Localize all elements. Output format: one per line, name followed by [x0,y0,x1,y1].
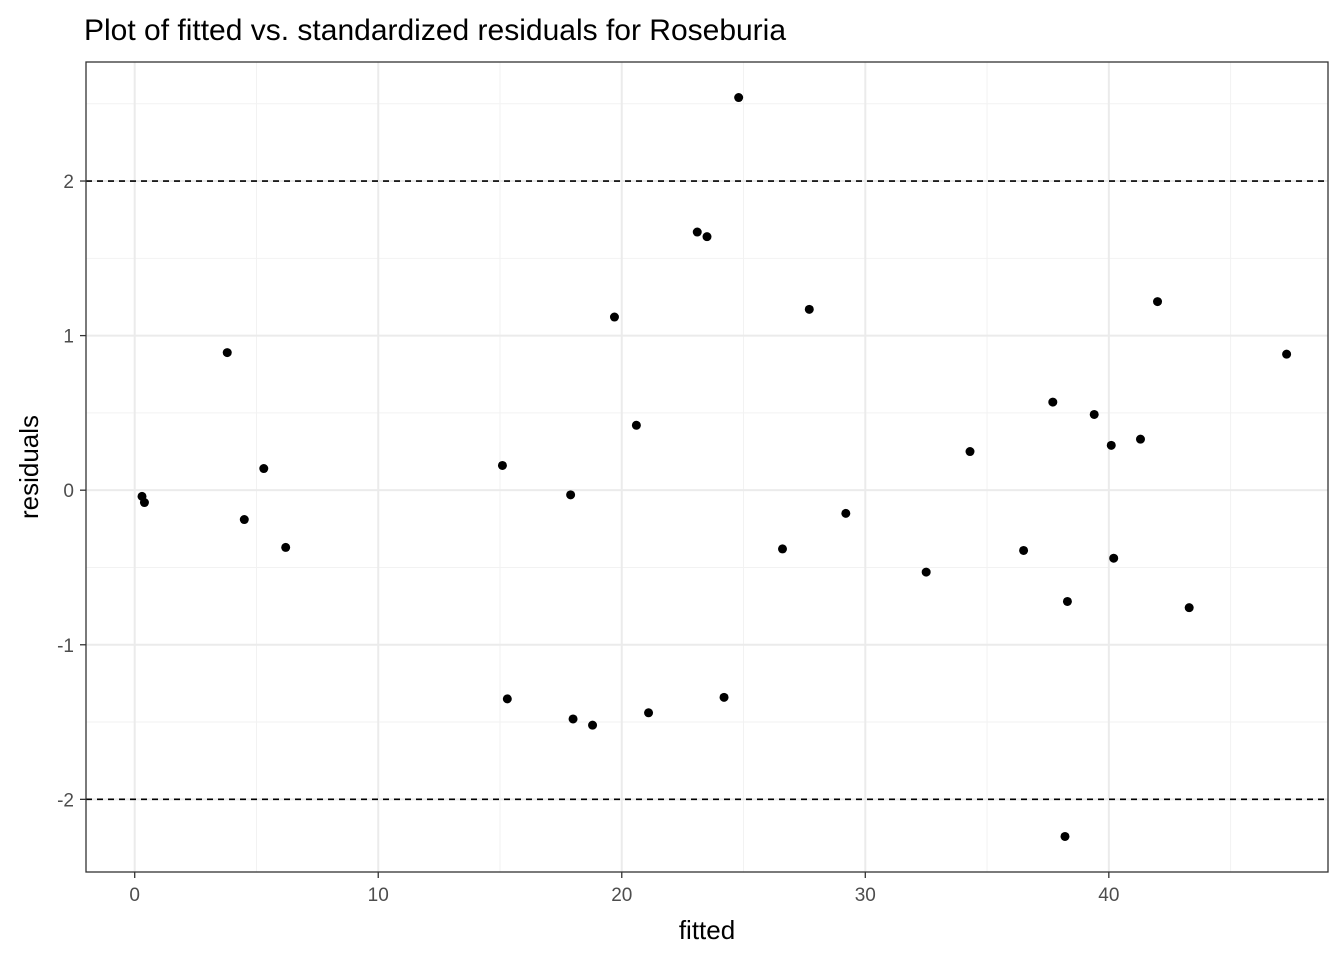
data-point [239,515,249,525]
x-tick-label: 20 [611,885,632,906]
data-point [777,544,787,554]
data-point [568,714,578,724]
data-points [137,93,1292,841]
data-point [1135,434,1145,444]
x-tick-label: 30 [855,885,876,906]
data-point [644,708,654,718]
data-point [1060,831,1070,841]
data-point [804,304,814,314]
y-axis-ticks: -2 -1 0 1 2 [57,172,86,811]
data-point [1184,603,1194,613]
y-axis-title: residuals [14,415,44,519]
data-point [1109,553,1119,563]
data-point [1153,297,1163,307]
y-tick-label: -1 [57,636,74,657]
y-tick-label: 0 [63,481,74,502]
x-axis-title: fitted [679,915,735,945]
data-point [588,720,598,730]
y-tick-label: -2 [57,790,74,811]
data-point [1062,596,1072,606]
data-point [139,498,149,508]
data-point [566,490,576,500]
data-point [631,420,641,430]
major-gridlines [86,62,1328,872]
data-point [1089,409,1099,419]
data-point [921,567,931,577]
data-point [1048,397,1058,407]
data-point [609,312,619,322]
y-tick-label: 2 [63,172,74,193]
data-point [965,447,975,457]
minor-gridlines [86,62,1328,872]
data-point [702,232,712,242]
data-point [692,227,702,237]
data-point [841,508,851,518]
data-point [1106,440,1116,450]
data-point [222,348,232,358]
data-point [1282,349,1292,359]
x-tick-label: 40 [1098,885,1119,906]
data-point [1019,545,1029,555]
data-point [281,542,291,552]
panel-border [85,61,1329,873]
reference-lines [86,180,1328,801]
y-tick-label: 1 [63,327,74,348]
data-point [719,692,729,702]
data-point [502,694,512,704]
data-point [259,464,269,474]
x-axis-ticks: 0 10 20 30 40 [129,872,1119,906]
data-point [497,460,507,470]
data-point [734,93,744,103]
x-tick-label: 10 [368,885,389,906]
chart-title: Plot of fitted vs. standardized residual… [84,14,786,47]
x-tick-label: 0 [129,885,140,906]
